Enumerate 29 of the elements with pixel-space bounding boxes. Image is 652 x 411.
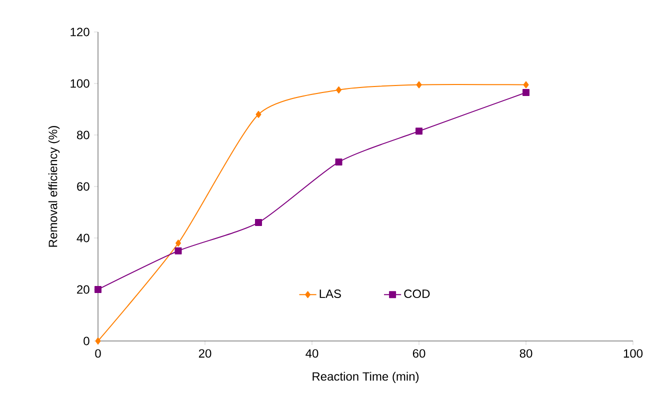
x-axis-title: Reaction Time (min) [312,372,419,384]
x-tick-label: 100 [624,349,643,358]
point [523,81,529,88]
point [95,337,101,344]
point [335,158,342,166]
y-tick-label: 100 [70,79,90,88]
x-tick-label: 20 [198,349,212,358]
y-tick-label: 0 [84,336,90,346]
y-tick-label: 120 [70,28,90,36]
x-tick-label: 40 [306,349,318,358]
x-tick-label: 0 [95,349,101,358]
x-tick-label: 80 [520,349,532,358]
y-tick-label: 40 [76,234,90,242]
point [255,219,262,226]
y-tick-label: 60 [77,182,90,191]
x-tick-label: 60 [412,349,426,358]
point [174,247,182,254]
y-tick-label: 80 [76,130,90,140]
point [336,86,342,94]
legend-label: COD [404,290,430,298]
point [176,240,182,247]
y-tick-label: 20 [77,285,90,294]
point [522,89,530,96]
point [94,286,102,293]
point [256,110,262,118]
legend-label: LAS [320,290,341,298]
y-axis-title: Removal efficiency (%) [48,126,60,247]
point [416,128,422,135]
point [416,81,422,88]
